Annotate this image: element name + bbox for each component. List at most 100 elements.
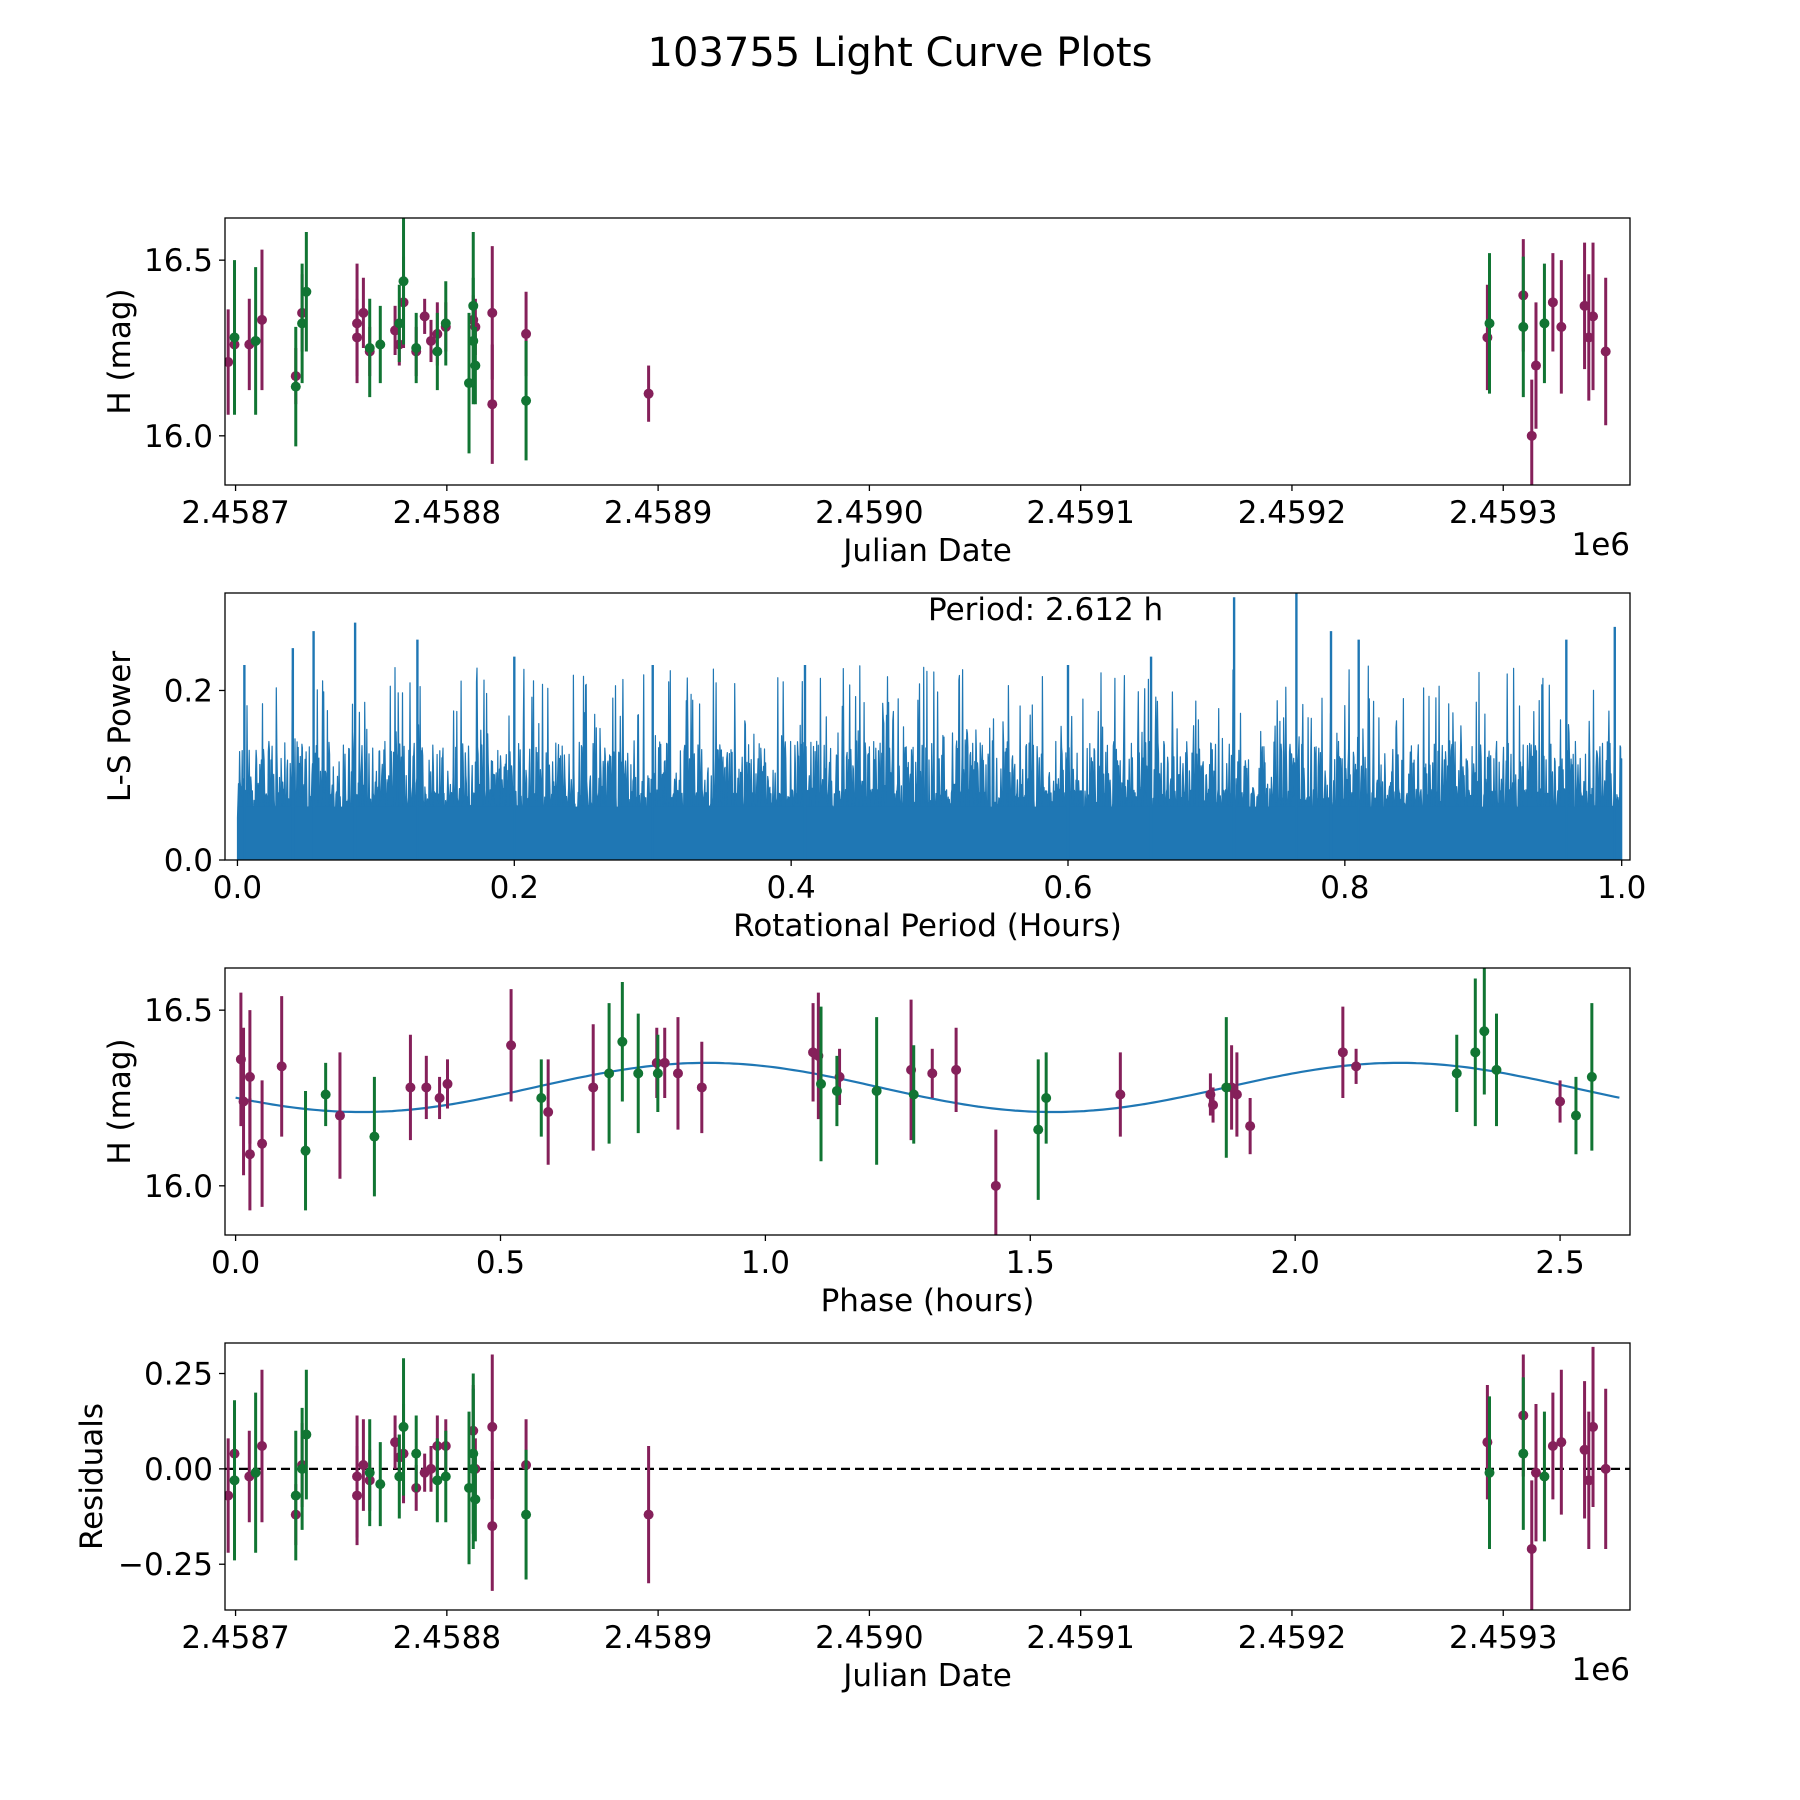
x-tick-label: 1.0 <box>1597 870 1646 906</box>
data-point <box>229 1475 240 1486</box>
data-point <box>250 1467 261 1478</box>
data-point <box>1518 1448 1529 1459</box>
data-point <box>301 286 312 297</box>
plot-area <box>236 593 1623 860</box>
data-point <box>1530 1467 1541 1478</box>
data-point <box>1337 1047 1348 1058</box>
data-point <box>604 1068 615 1079</box>
y-tick-label: 0.25 <box>144 1357 213 1393</box>
data-point <box>487 399 498 410</box>
y-axis-label: H (mag) <box>102 288 138 414</box>
data-point <box>536 1092 547 1103</box>
data-point <box>1470 1047 1481 1058</box>
x-tick-label: 0.8 <box>1320 870 1369 906</box>
data-point <box>643 1509 654 1520</box>
x-offset-label: 1e6 <box>1571 527 1630 563</box>
data-point <box>440 318 451 329</box>
data-point <box>521 1509 532 1520</box>
data-point <box>419 311 430 322</box>
data-point <box>229 332 240 343</box>
x-tick-label: 0.4 <box>766 870 815 906</box>
data-point <box>364 342 375 353</box>
x-tick-label: 0.2 <box>490 870 539 906</box>
data-point <box>1600 1463 1611 1474</box>
data-point <box>432 346 443 357</box>
x-tick-label: 2.4589 <box>604 1620 712 1656</box>
x-tick-label: 0.5 <box>476 1245 525 1281</box>
x-tick-label: 2.4588 <box>393 495 501 531</box>
data-point <box>425 335 436 346</box>
data-point <box>521 395 532 406</box>
data-point <box>290 1490 301 1501</box>
data-point <box>276 1061 287 1072</box>
data-point <box>927 1068 938 1079</box>
data-point <box>256 1440 267 1451</box>
y-axis-label: H (mag) <box>102 1038 138 1164</box>
data-point <box>1570 1110 1581 1121</box>
data-point <box>659 1057 670 1068</box>
axes-frame <box>224 1342 1631 1611</box>
data-point <box>364 1467 375 1478</box>
data-point <box>464 378 475 389</box>
data-point <box>320 1089 331 1100</box>
data-point <box>290 381 301 392</box>
y-tick-label: 16.5 <box>144 243 213 279</box>
data-point <box>440 1471 451 1482</box>
x-tick-label: 0.0 <box>211 1245 260 1281</box>
data-point <box>301 1429 312 1440</box>
x-tick-label: 2.4592 <box>1238 1620 1346 1656</box>
data-point <box>257 1138 268 1149</box>
y-tick-label: 16.0 <box>144 419 213 455</box>
y-tick-label: 16.0 <box>144 1169 213 1205</box>
data-point <box>244 1149 255 1160</box>
data-point <box>1451 1068 1462 1079</box>
data-point <box>1555 1096 1566 1107</box>
axes-frame <box>224 217 1631 486</box>
data-point <box>1556 321 1567 332</box>
fit-curve <box>235 1061 1620 1114</box>
data-point <box>1526 1543 1537 1554</box>
y-tick-label: −0.25 <box>118 1547 213 1583</box>
x-tick-label: 2.4591 <box>1026 495 1134 531</box>
axes-frame <box>224 967 1631 1236</box>
data-point <box>390 1437 401 1448</box>
data-point <box>369 1131 380 1142</box>
data-point <box>468 1463 479 1474</box>
data-point <box>398 276 409 287</box>
series-filter_b <box>229 1358 1550 1580</box>
x-tick-label: 2.4593 <box>1449 495 1557 531</box>
data-point <box>487 1421 498 1432</box>
data-point <box>1579 1444 1590 1455</box>
data-point <box>1526 430 1537 441</box>
data-point <box>244 1071 255 1082</box>
data-point <box>250 335 261 346</box>
plot-area <box>235 968 1620 1235</box>
data-point <box>1556 1437 1567 1448</box>
series-filter_a <box>235 989 1566 1235</box>
y-tick-label: 0.00 <box>144 1452 213 1488</box>
data-point <box>425 1463 436 1474</box>
data-point <box>352 1490 363 1501</box>
x-tick-label: 2.4587 <box>181 495 289 531</box>
data-point <box>297 1463 308 1474</box>
data-point <box>617 1036 628 1047</box>
data-point <box>468 300 479 311</box>
data-point <box>405 1082 416 1093</box>
data-point <box>908 1089 919 1100</box>
data-point <box>1221 1082 1232 1093</box>
lightcurve-axes: 2.4587 2.4588 2.4589 2.4590 2.4591 2.4592 2.45… <box>102 217 1631 569</box>
data-point <box>588 1082 599 1093</box>
data-point <box>487 1521 498 1532</box>
data-point <box>297 318 308 329</box>
data-point <box>1484 318 1495 329</box>
x-tick-label: 1.0 <box>741 1245 790 1281</box>
data-point <box>1588 1421 1599 1432</box>
x-tick-label: 2.5 <box>1535 1245 1584 1281</box>
data-point <box>871 1085 882 1096</box>
axes-frame <box>224 592 1631 861</box>
y-tick-label: 0.2 <box>164 673 213 709</box>
data-point <box>543 1107 554 1118</box>
data-point <box>1583 332 1594 343</box>
series-filter_a <box>225 239 1611 485</box>
